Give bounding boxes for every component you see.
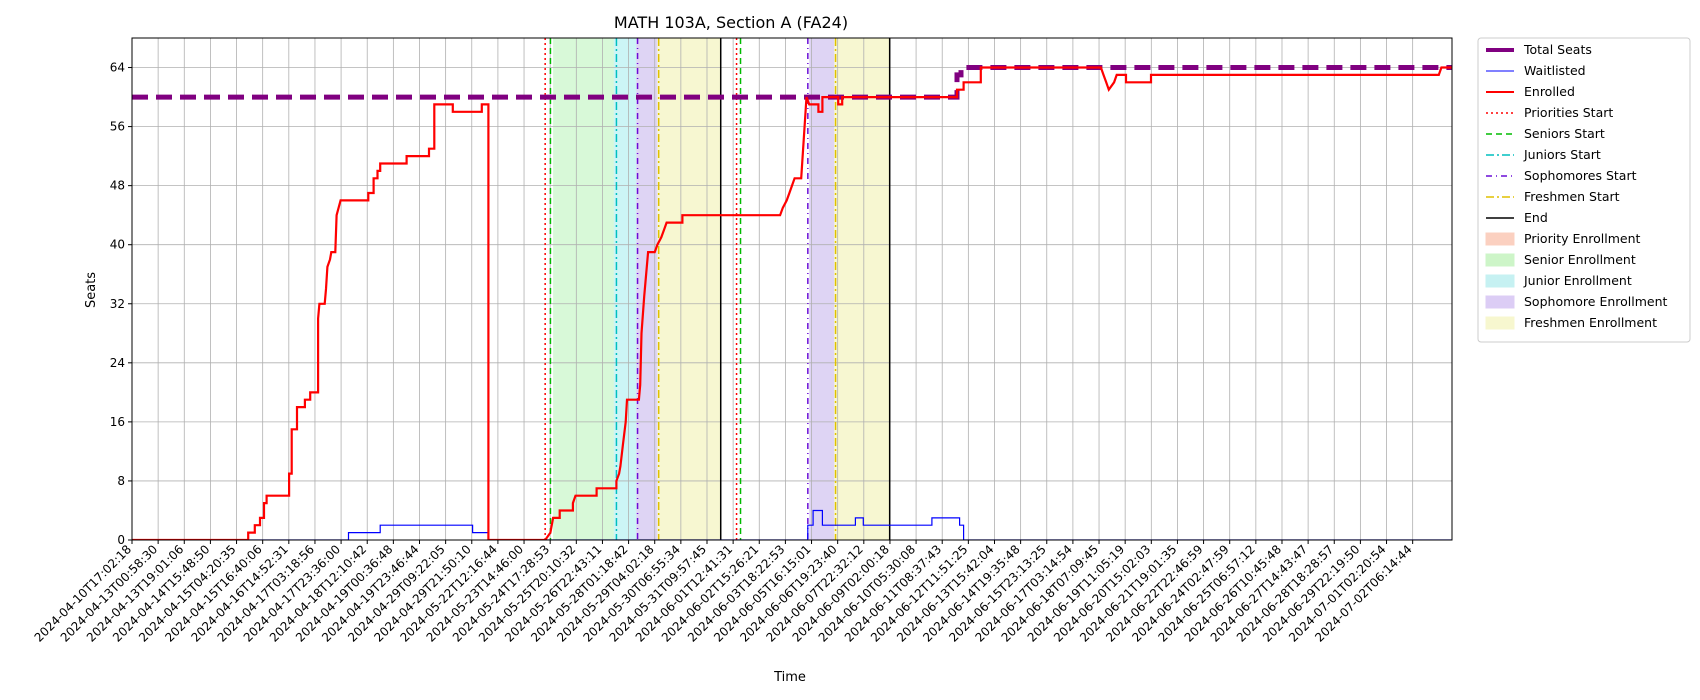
y-tick-label: 8 [117, 474, 125, 488]
legend-label: Priority Enrollment [1524, 231, 1641, 246]
legend-label: Junior Enrollment [1523, 273, 1632, 288]
plot-frame [131, 37, 1453, 541]
shaded-region [809, 38, 835, 540]
y-tick-label: 0 [117, 533, 125, 547]
y-tick-label: 48 [110, 179, 125, 193]
legend-label: Waitlisted [1524, 63, 1586, 78]
y-axis-label: Seats [84, 272, 99, 308]
legend-label: Total Seats [1523, 42, 1592, 57]
legend-swatch [1485, 232, 1515, 246]
legend-label: Freshmen Start [1524, 189, 1620, 204]
legend-label: End [1524, 210, 1548, 225]
shaded-region [834, 38, 890, 540]
legend-label: Sophomores Start [1524, 168, 1637, 183]
shaded-region [636, 38, 658, 540]
legend-swatch [1485, 316, 1515, 330]
shaded-region [553, 38, 614, 540]
y-tick-label: 32 [110, 297, 125, 311]
y-tick-label: 56 [110, 120, 125, 134]
legend-label: Seniors Start [1524, 126, 1605, 141]
legend-swatch [1485, 295, 1515, 309]
x-axis-label: Time [773, 670, 806, 685]
legend-swatch [1485, 274, 1515, 288]
legend-label: Enrolled [1524, 84, 1575, 99]
legend-box [1477, 37, 1691, 343]
legend-swatch [1485, 253, 1515, 267]
y-tick-label: 16 [110, 415, 125, 429]
legend: Total Seats Waitlisted Enrolled Priorities … [1477, 37, 1691, 343]
y-tick-label: 64 [110, 61, 125, 75]
shaded-region [613, 38, 637, 540]
shaded-region [657, 38, 721, 540]
series-line-total-seats [132, 65, 1452, 100]
chart-title: MATH 103A, Section A (FA24) [614, 13, 848, 32]
legend-label: Priorities Start [1524, 105, 1613, 120]
legend-label: Freshmen Enrollment [1524, 315, 1657, 330]
legend-label: Senior Enrollment [1524, 252, 1636, 267]
y-tick-label: 40 [110, 238, 125, 252]
y-tick-label: 24 [110, 356, 125, 370]
series-line-waitlisted [132, 509, 1452, 540]
plot-area: 08162432404856642024-04-10T17:02:182024-… [32, 37, 1453, 645]
legend-label: Juniors Start [1523, 147, 1601, 162]
legend-label: Sophomore Enrollment [1524, 294, 1668, 309]
series-line-enrolled [132, 66, 1452, 540]
